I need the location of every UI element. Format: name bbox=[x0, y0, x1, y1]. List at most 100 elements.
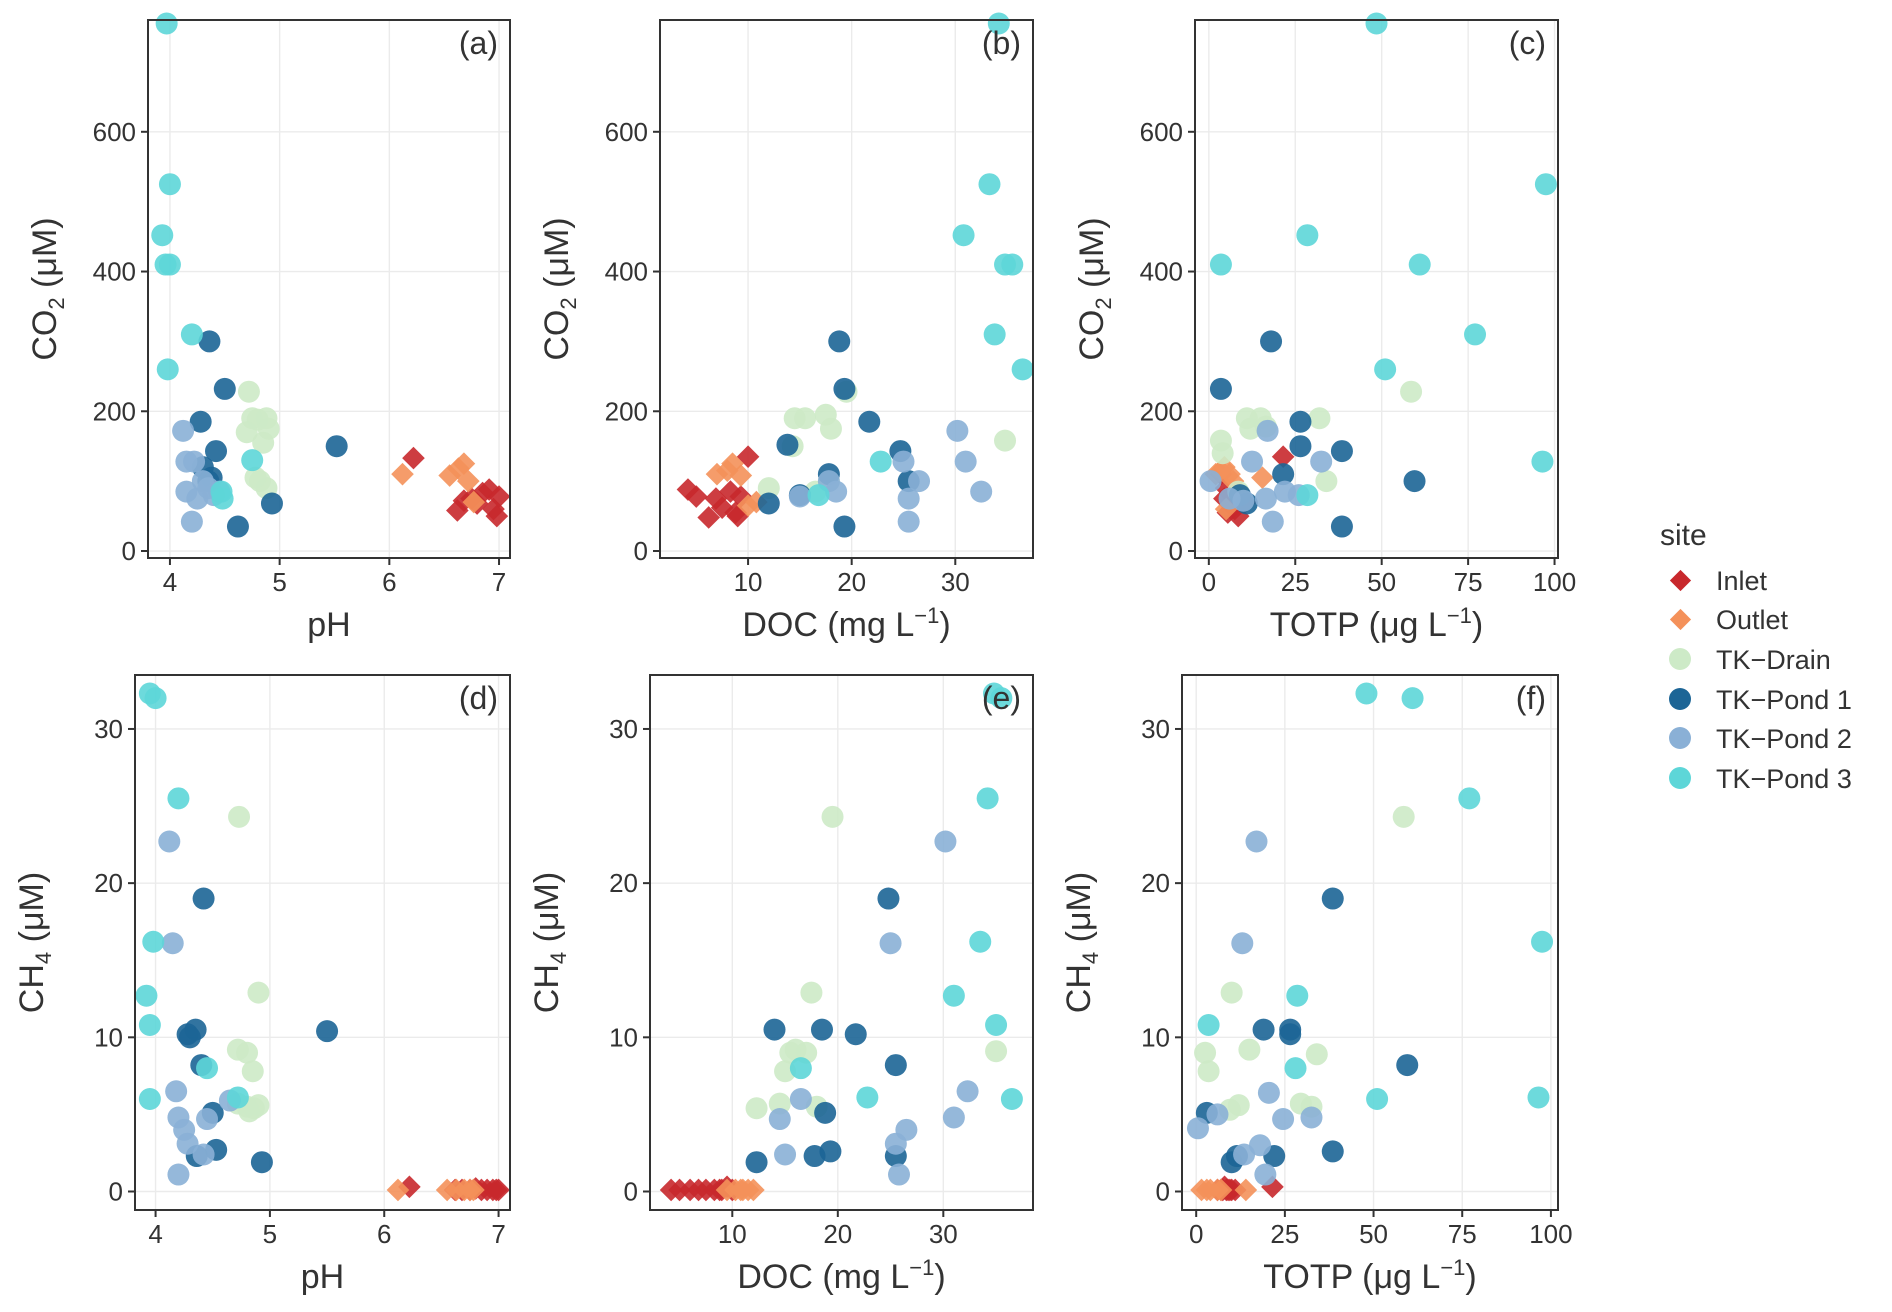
point-tk-drain bbox=[1194, 1041, 1217, 1064]
point-tk-pond-2 bbox=[1232, 489, 1255, 512]
point-tk-pond-1 bbox=[763, 1018, 786, 1041]
panel-a-label: (a) bbox=[459, 25, 498, 61]
point-tk-pond-3 bbox=[789, 1057, 812, 1080]
point-tk-pond-2 bbox=[954, 450, 977, 473]
point-tk-pond-2 bbox=[1241, 450, 1264, 473]
point-tk-pond-1 bbox=[1279, 1023, 1302, 1046]
y-tick-label: 0 bbox=[634, 536, 648, 566]
point-tk-drain bbox=[247, 981, 270, 1004]
panel-d: 4 5 6 7 0 10 20 30 (d) pH CH4 (μM) bbox=[13, 674, 511, 1296]
point-tk-pond-2 bbox=[825, 480, 848, 503]
point-tk-pond-2 bbox=[196, 1108, 219, 1131]
point-tk-pond-3 bbox=[1355, 682, 1378, 705]
y-axis-title: CO2 (μM) bbox=[26, 217, 69, 360]
y-tick-label: 20 bbox=[94, 868, 123, 898]
point-tk-pond-3 bbox=[138, 1013, 161, 1036]
y-tick-label: 200 bbox=[605, 396, 648, 426]
point-tk-pond-3 bbox=[807, 484, 830, 507]
point-tk-drain bbox=[1220, 981, 1243, 1004]
point-tk-pond-1 bbox=[213, 377, 236, 400]
y-tick-label: 10 bbox=[94, 1022, 123, 1052]
panel-e: 10 20 30 0 10 20 30 (e) DOC (mg L−1) CH4 (μM) bbox=[528, 674, 1034, 1296]
x-axis-title: DOC (mg L−1) bbox=[737, 1255, 945, 1296]
point-tk-pond-2 bbox=[789, 1087, 812, 1110]
point-tk-drain bbox=[244, 466, 267, 489]
panel-a: 4 5 6 7 0 200 400 600 (a) pH CO2 (μM) bbox=[26, 12, 511, 644]
legend-entry-tk-drain: TK−Drain bbox=[1669, 645, 1831, 675]
point-tk-pond-3 bbox=[158, 173, 181, 196]
point-tk-pond-3 bbox=[856, 1086, 879, 1109]
panel-b-border bbox=[659, 19, 1034, 559]
point-inlet bbox=[1271, 445, 1295, 469]
point-tk-pond-3 bbox=[969, 930, 992, 953]
point-tk-pond-2 bbox=[1300, 1106, 1323, 1129]
point-tk-pond-2 bbox=[956, 1080, 979, 1103]
x-axis-title: pH bbox=[307, 606, 350, 644]
legend-label-inlet: Inlet bbox=[1716, 566, 1768, 596]
x-tick-label: 75 bbox=[1448, 1219, 1477, 1249]
point-tk-pond-2 bbox=[1199, 470, 1222, 493]
point-tk-pond-1 bbox=[810, 1018, 833, 1041]
point-tk-pond-3 bbox=[1001, 253, 1024, 276]
point-tk-pond-1 bbox=[877, 887, 900, 910]
point-tk-pond-1 bbox=[819, 1140, 842, 1163]
point-tk-drain bbox=[821, 805, 844, 828]
point-tk-pond-3 bbox=[1458, 787, 1481, 810]
point-outlet bbox=[1251, 466, 1274, 489]
point-tk-drain bbox=[1315, 470, 1338, 493]
point-tk-pond-3 bbox=[1374, 358, 1397, 381]
x-tick-label: 4 bbox=[148, 1219, 162, 1249]
point-tk-pond-1 bbox=[844, 1023, 867, 1046]
y-tick-label: 600 bbox=[93, 117, 136, 147]
legend-label-tk-pond-2: TK−Pond 2 bbox=[1716, 724, 1852, 754]
legend-key-tk-drain bbox=[1669, 648, 1691, 670]
y-axis-title: CH4 (μM) bbox=[13, 872, 56, 1013]
point-tk-pond-2 bbox=[167, 1163, 190, 1186]
legend-entry-tk-pond-1: TK−Pond 1 bbox=[1669, 685, 1852, 715]
y-tick-label: 200 bbox=[1140, 396, 1183, 426]
point-tk-pond-2 bbox=[884, 1132, 907, 1155]
x-axis-title: DOC (mg L−1) bbox=[742, 603, 950, 644]
point-tk-pond-1 bbox=[814, 1101, 837, 1124]
panel-f: 0 25 50 75 100 0 10 20 30 (f) TOTP (μg L−1) CH4 (μM… bbox=[1060, 674, 1573, 1296]
point-tk-pond-3 bbox=[167, 787, 190, 810]
point-tk-pond-2 bbox=[176, 1132, 199, 1155]
point-tk-pond-1 bbox=[1330, 515, 1353, 538]
point-tk-pond-1 bbox=[1330, 440, 1353, 463]
point-tk-pond-3 bbox=[1531, 930, 1554, 953]
point-tk-pond-3 bbox=[196, 1057, 219, 1080]
panel-f-border bbox=[1181, 674, 1559, 1211]
point-tk-pond-2 bbox=[180, 510, 203, 533]
point-tk-pond-3 bbox=[135, 984, 158, 1007]
point-tk-pond-3 bbox=[1366, 1087, 1389, 1110]
point-tk-drain bbox=[757, 477, 780, 500]
point-tk-pond-2 bbox=[897, 487, 920, 510]
point-tk-pond-1 bbox=[1289, 410, 1312, 433]
legend-entry-outlet: Outlet bbox=[1669, 605, 1789, 635]
point-tk-pond-2 bbox=[192, 1143, 215, 1166]
point-tk-pond-1 bbox=[1252, 1018, 1275, 1041]
point-tk-pond-2 bbox=[1261, 510, 1284, 533]
point-tk-pond-1 bbox=[884, 1054, 907, 1077]
point-tk-pond-2 bbox=[1254, 487, 1277, 510]
y-tick-label: 30 bbox=[609, 714, 638, 744]
point-tk-drain bbox=[237, 380, 260, 403]
point-tk-pond-1 bbox=[1260, 330, 1283, 353]
point-tk-pond-3 bbox=[1011, 358, 1034, 381]
legend-label-tk-pond-3: TK−Pond 3 bbox=[1716, 764, 1852, 794]
point-tk-drain bbox=[228, 805, 251, 828]
x-tick-label: 20 bbox=[837, 567, 866, 597]
point-tk-pond-3 bbox=[1534, 173, 1557, 196]
point-tk-pond-3 bbox=[1531, 450, 1554, 473]
point-tk-pond-2 bbox=[942, 1106, 965, 1129]
panel-c: 0 25 50 75 100 0 200 400 600 (c) TOTP (μg L−1) CO2 … bbox=[1073, 12, 1576, 644]
point-tk-pond-3 bbox=[158, 253, 181, 276]
point-tk-drain bbox=[1308, 407, 1331, 430]
point-tk-drain bbox=[236, 1041, 259, 1064]
point-tk-pond-1 bbox=[1396, 1054, 1419, 1077]
legend-key-tk-pond-1 bbox=[1669, 688, 1691, 710]
point-tk-pond-2 bbox=[1233, 1143, 1256, 1166]
x-tick-label: 6 bbox=[382, 567, 396, 597]
point-tk-drain bbox=[1305, 1043, 1328, 1066]
